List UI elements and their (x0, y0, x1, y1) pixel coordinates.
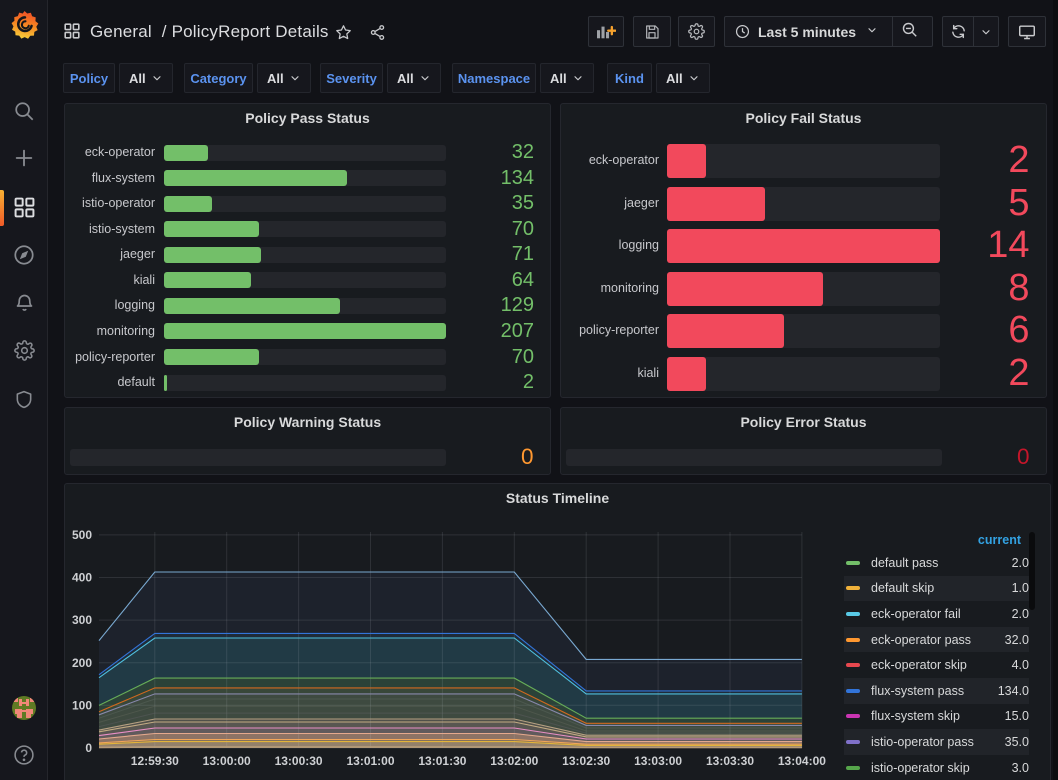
svg-text:13:01:30: 13:01:30 (418, 754, 466, 768)
svg-text:100: 100 (72, 698, 92, 712)
svg-text:12:59:30: 12:59:30 (131, 754, 179, 768)
svg-text:300: 300 (72, 613, 92, 627)
svg-text:13:03:00: 13:03:00 (634, 754, 682, 768)
svg-text:13:04:00: 13:04:00 (778, 754, 826, 768)
svg-text:13:00:00: 13:00:00 (203, 754, 251, 768)
svg-text:13:02:30: 13:02:30 (562, 754, 610, 768)
svg-text:500: 500 (72, 528, 92, 542)
svg-text:13:03:30: 13:03:30 (706, 754, 754, 768)
svg-text:400: 400 (72, 571, 92, 585)
svg-text:200: 200 (72, 656, 92, 670)
svg-text:0: 0 (85, 741, 92, 755)
svg-text:13:00:30: 13:00:30 (275, 754, 323, 768)
svg-text:13:01:00: 13:01:00 (346, 754, 394, 768)
svg-text:13:02:00: 13:02:00 (490, 754, 538, 768)
